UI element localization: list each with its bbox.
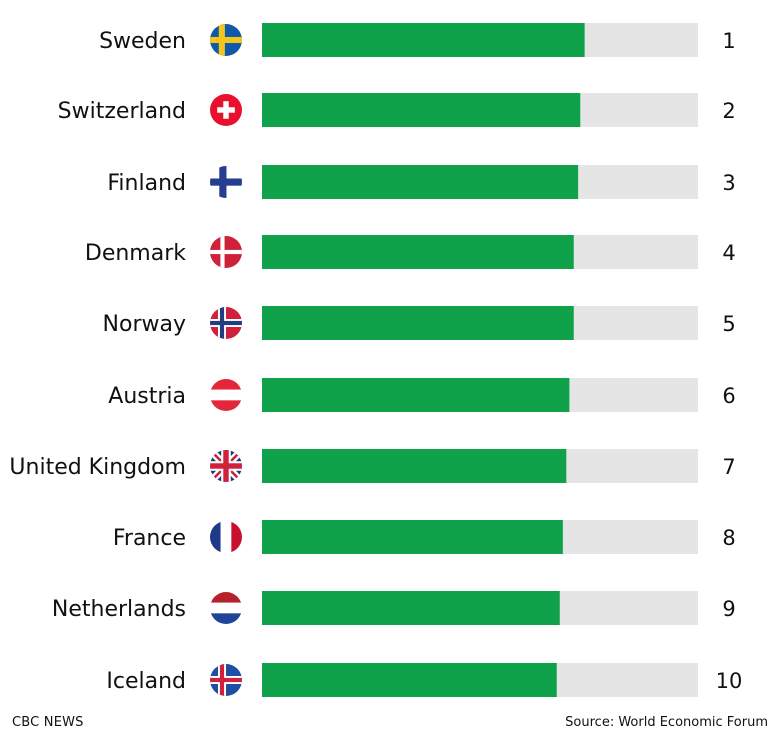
flag-norway-icon	[210, 307, 242, 339]
bar-netherlands	[262, 591, 560, 625]
category-label-austria: Austria	[108, 384, 186, 409]
category-label-denmark: Denmark	[85, 241, 186, 266]
category-label-sweden: Sweden	[99, 29, 186, 54]
rank-label-netherlands: 9	[722, 597, 735, 621]
flag-iceland-icon	[210, 664, 242, 696]
rank-label-iceland: 10	[716, 669, 743, 693]
bar-france	[262, 520, 563, 554]
category-label-iceland: Iceland	[106, 669, 186, 694]
category-label-finland: Finland	[107, 171, 186, 196]
category-label-france: France	[113, 526, 186, 551]
category-label-switzerland: Switzerland	[58, 99, 186, 124]
rank-label-sweden: 1	[722, 29, 735, 53]
rank-label-norway: 5	[722, 312, 735, 336]
flag-finland-icon	[210, 166, 242, 198]
bar-sweden	[262, 23, 585, 57]
source-label: Source: World Economic Forum	[565, 715, 768, 730]
category-label-netherlands: Netherlands	[52, 597, 186, 622]
rank-label-austria: 6	[722, 384, 735, 408]
flag-france-icon	[210, 521, 242, 553]
flag-switzerland-icon	[210, 94, 242, 126]
flag-united-kingdom-icon	[210, 450, 242, 482]
rank-label-denmark: 4	[722, 241, 735, 265]
brand-label: CBC NEWS	[12, 715, 84, 730]
rank-label-finland: 3	[722, 171, 735, 195]
bar-switzerland	[262, 93, 581, 127]
bar-denmark	[262, 235, 574, 269]
rank-label-switzerland: 2	[722, 99, 735, 123]
flag-denmark-icon	[210, 236, 242, 268]
bar-norway	[262, 306, 574, 340]
rank-label-united-kingdom: 7	[722, 455, 735, 479]
flag-austria-icon	[210, 379, 242, 411]
flag-sweden-icon	[210, 24, 242, 56]
category-label-united-kingdom: United Kingdom	[9, 455, 186, 480]
rank-label-france: 8	[722, 526, 735, 550]
bar-united-kingdom	[262, 449, 567, 483]
flag-netherlands-icon	[210, 592, 242, 624]
category-label-norway: Norway	[103, 312, 186, 337]
bar-austria	[262, 378, 570, 412]
bar-finland	[262, 165, 579, 199]
bar-iceland	[262, 663, 557, 697]
